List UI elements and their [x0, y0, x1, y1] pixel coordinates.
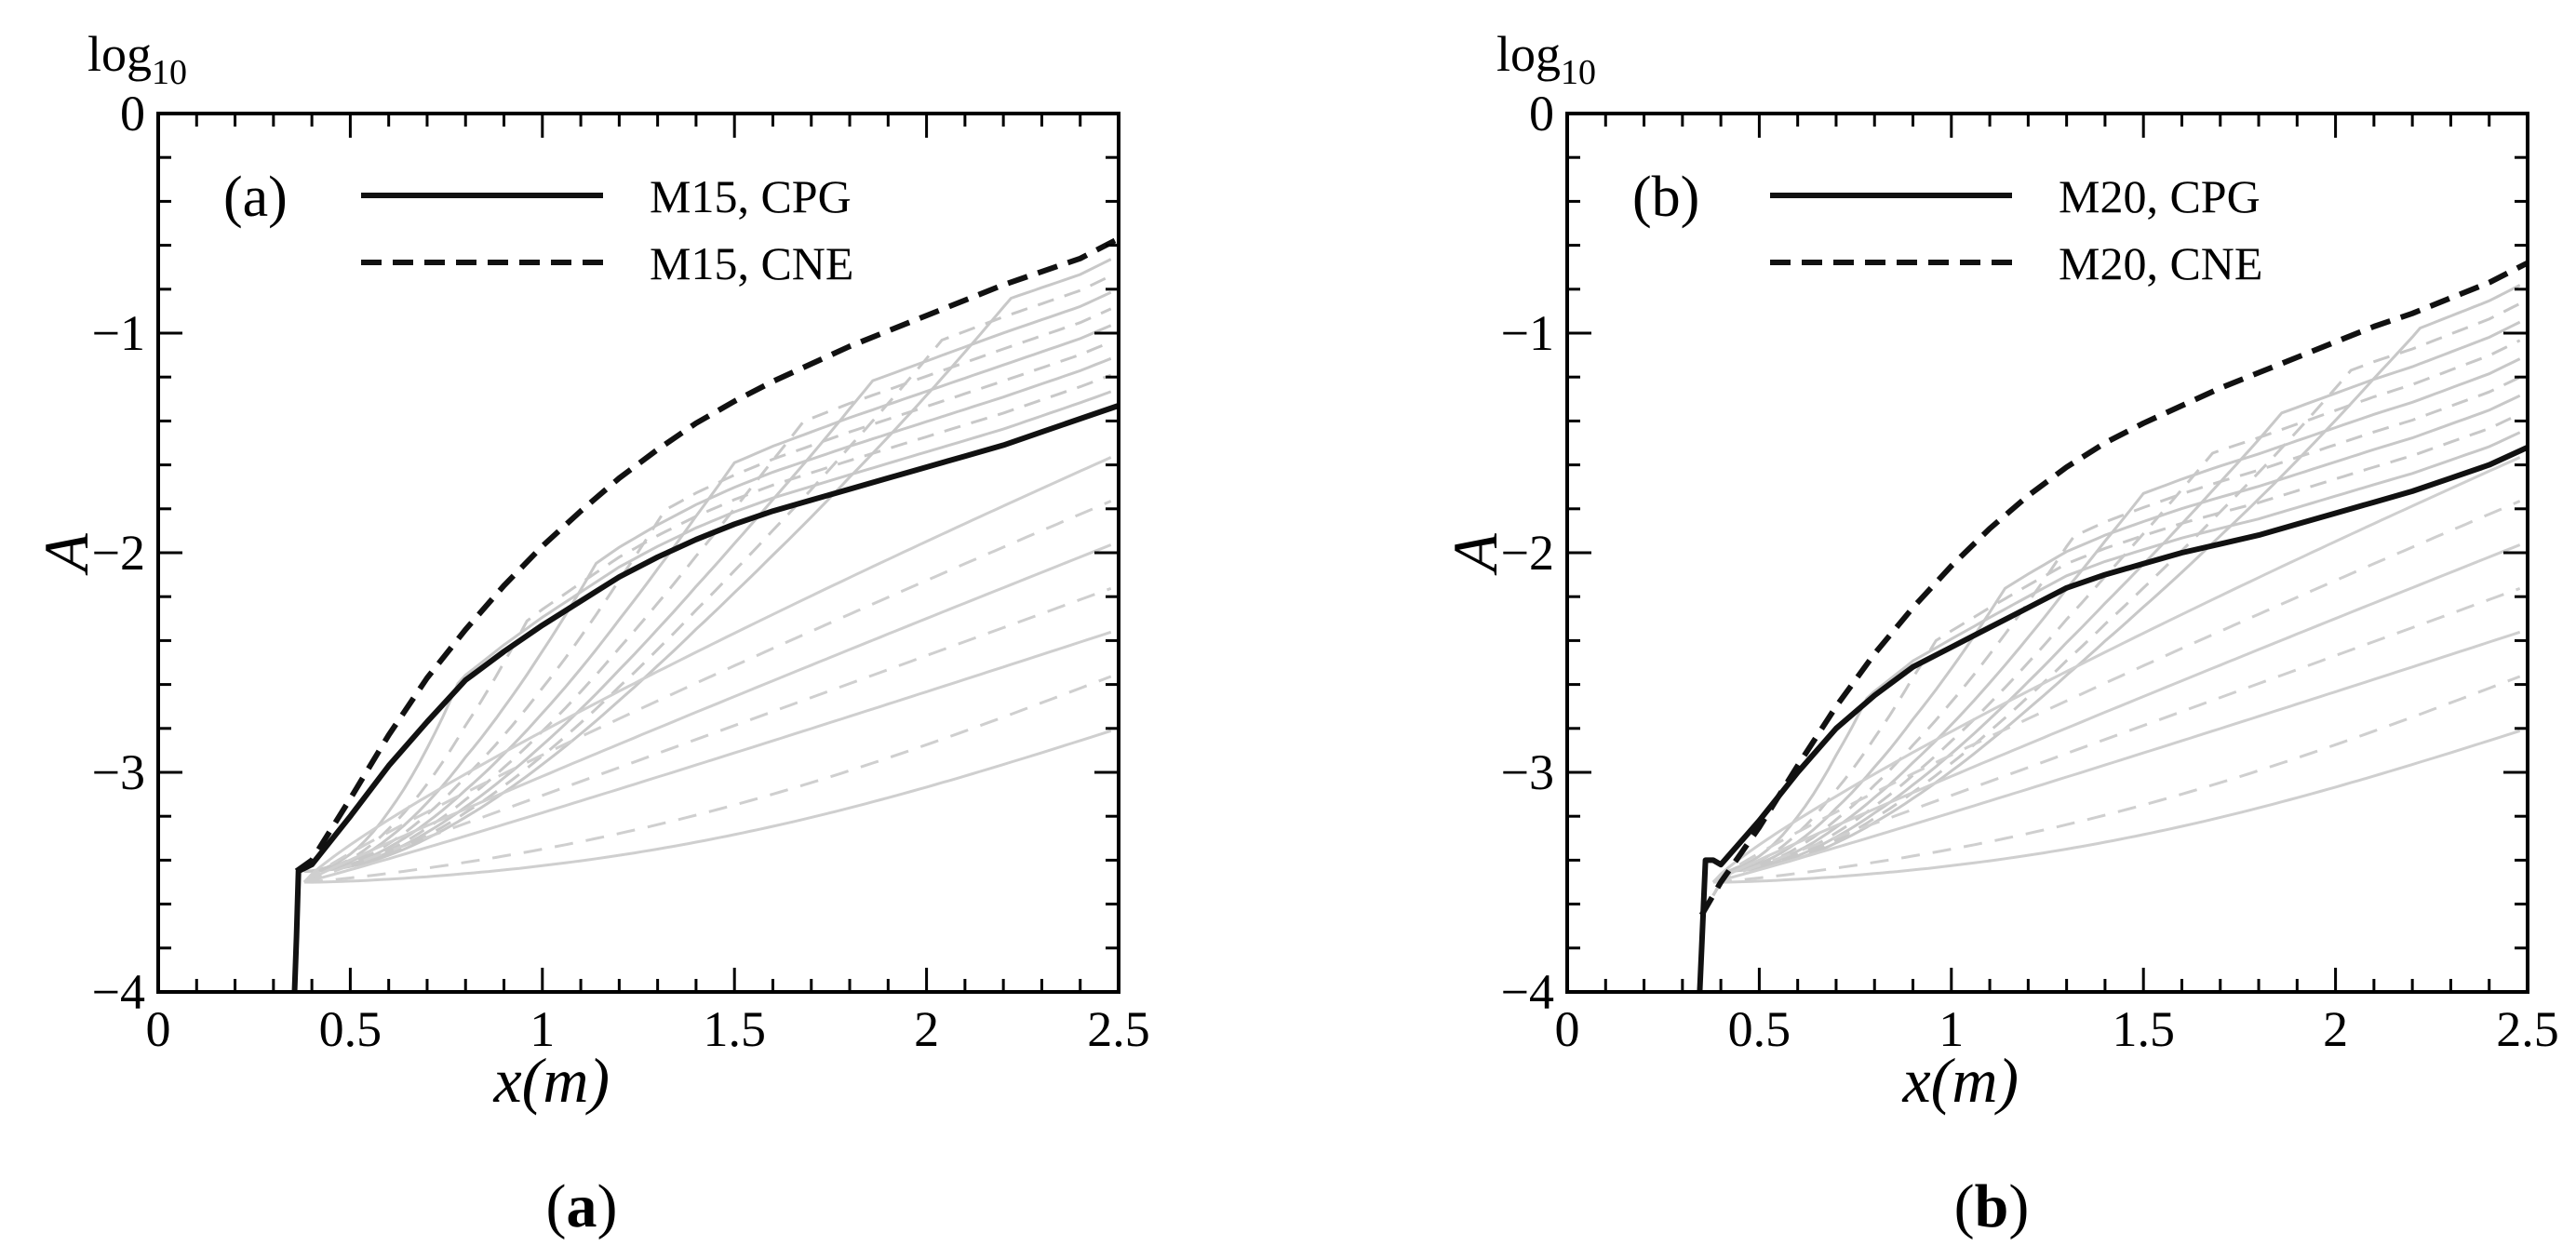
gray-mode-curve-upper	[1711, 284, 2521, 896]
legend-entry-label: M20, CNE	[2059, 237, 2262, 289]
x-tick-label: 1.5	[703, 1001, 766, 1057]
gray-mode-curve-upper	[303, 290, 1112, 873]
gray-mode-curve-lower	[303, 729, 1112, 884]
log-scale-label: log10	[87, 26, 187, 92]
gray-mode-curve-lower	[302, 456, 1112, 884]
caption-close: )	[597, 1172, 618, 1240]
gray-mode-curve-upper	[303, 356, 1112, 873]
chart-panel-a: 0 0.5 1 1.5 2 2.5 0 −1 −2 −3 −4 log10 x(m) A (a) M15, C…	[31, 26, 1150, 1240]
gray-mode-curve-upper	[1711, 339, 2521, 896]
x-tick-label: 1.5	[2112, 1001, 2175, 1057]
x-tick-label: 0	[146, 1001, 171, 1057]
gray-mode-curve-lower	[1711, 456, 2521, 884]
log-label-subscript: 10	[152, 53, 187, 92]
subfigure-caption: (b)	[1954, 1172, 2030, 1240]
gray-mode-curve-lower	[1712, 675, 2521, 884]
gray-mode-curve-upper	[1711, 376, 2521, 896]
gray-mode-curve-upper	[303, 373, 1112, 873]
caption-letter: a	[567, 1172, 597, 1240]
gray-mode-curve-upper	[1711, 394, 2521, 896]
x-tick-label: 0	[1555, 1001, 1580, 1057]
y-axis-title: A	[31, 533, 101, 576]
legend-entry-label: M20, CPG	[2059, 170, 2261, 222]
y-tick-label: −2	[92, 525, 145, 581]
y-tick-label: −4	[92, 964, 145, 1020]
caption-letter: b	[1975, 1172, 2009, 1240]
x-tick-label: 2.5	[2496, 1001, 2559, 1057]
gray-mode-curve-lower	[303, 543, 1112, 884]
y-tick-label: −1	[1501, 305, 1554, 361]
log-label-subscript: 10	[1561, 53, 1596, 92]
gray-mode-curve-lower	[303, 675, 1112, 884]
chart-panel-b: 0 0.5 1 1.5 2 2.5 0 −1 −2 −3 −4 log10 x(m) A (b) M20, C…	[1440, 26, 2559, 1240]
gray-mode-curve-upper	[1711, 431, 2521, 896]
gray-mode-curve-upper	[1711, 320, 2521, 896]
y-tick-label: −2	[1501, 525, 1554, 581]
gray-mode-curve-upper	[303, 390, 1112, 873]
x-axis-title: x(m)	[1902, 1045, 2019, 1116]
y-tick-label: −3	[1501, 744, 1554, 800]
gray-mode-curve-upper	[303, 324, 1112, 873]
caption-open: (	[1954, 1172, 1975, 1240]
gray-mode-curve-lower	[1712, 630, 2521, 884]
gray-mode-curve-upper	[303, 258, 1112, 873]
y-axis-title: A	[1440, 533, 1510, 576]
y-tick-label: −1	[92, 305, 145, 361]
gray-mode-curve-upper	[1711, 301, 2521, 896]
x-tick-label: 0.5	[1728, 1001, 1791, 1057]
x-tick-label: 0.5	[319, 1001, 382, 1057]
y-tick-label: 0	[1529, 86, 1554, 141]
log-scale-label: log10	[1496, 26, 1596, 92]
gray-mode-curve-upper	[303, 341, 1112, 873]
gray-mode-curve-upper	[1711, 412, 2521, 896]
gray-mode-curve-lower	[1712, 586, 2521, 884]
series-line-cpg	[291, 403, 1119, 992]
caption-open: (	[546, 1172, 567, 1240]
series-line-cne	[294, 235, 1119, 874]
y-tick-label: −4	[1501, 964, 1554, 1020]
x-tick-label: 2	[914, 1001, 939, 1057]
gray-mode-curve-lower	[303, 586, 1112, 884]
curves-group	[1697, 260, 2528, 992]
legend-entry-label: M15, CPG	[650, 170, 852, 222]
y-tick-label: −3	[92, 744, 145, 800]
x-tick-label: 1	[1939, 1001, 1964, 1057]
gray-mode-curve-lower	[303, 630, 1112, 884]
panel-tag: (a)	[223, 166, 288, 229]
gray-mode-curve-lower	[302, 500, 1112, 884]
series-line-cpg	[1697, 444, 2528, 992]
legend-entry-label: M15, CNE	[650, 237, 853, 289]
gray-mode-curve-lower	[1712, 543, 2521, 884]
curves-group	[291, 235, 1119, 992]
caption-close: )	[2008, 1172, 2029, 1240]
y-tick-label: 0	[120, 86, 145, 141]
log-label-base: log	[1496, 26, 1561, 82]
gray-mode-curve-lower	[1711, 500, 2521, 884]
log-label-base: log	[87, 26, 152, 82]
gray-mode-curve-upper	[303, 275, 1112, 873]
x-tick-label: 2	[2323, 1001, 2348, 1057]
series-line-cne	[1698, 260, 2528, 917]
gray-mode-curve-lower	[1712, 729, 2521, 884]
panel-tag: (b)	[1632, 166, 1699, 229]
x-tick-label: 2.5	[1087, 1001, 1150, 1057]
x-tick-label: 1	[530, 1001, 555, 1057]
gray-mode-curve-upper	[1711, 357, 2521, 896]
subfigure-caption: (a)	[546, 1172, 618, 1240]
x-axis-title: x(m)	[493, 1045, 610, 1116]
